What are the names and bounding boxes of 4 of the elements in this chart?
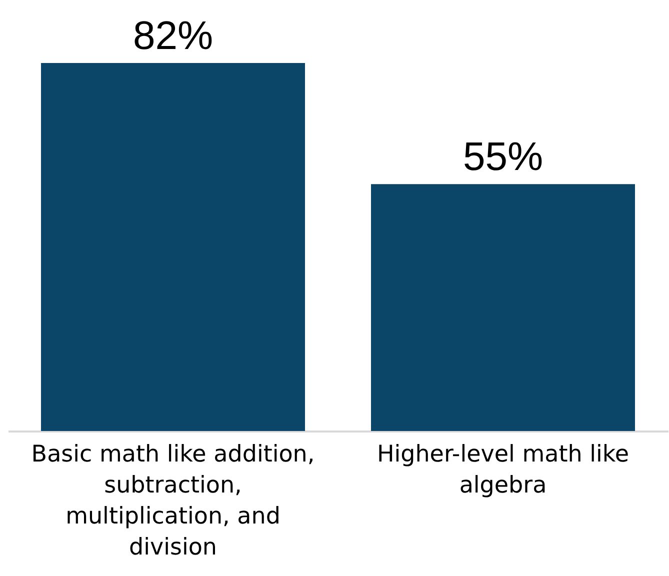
data-label: 55% <box>462 135 544 180</box>
x-tick-label: Basic math like addition, subtraction, multiplication, and division <box>31 442 315 560</box>
x-tick-label: Higher-level math like algebra <box>376 442 630 498</box>
data-label: 82% <box>132 14 214 58</box>
